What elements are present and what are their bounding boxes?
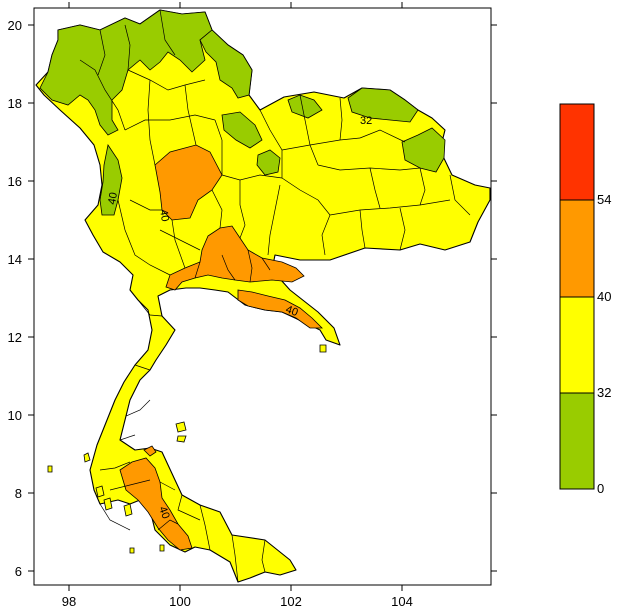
legend-label-40: 40 [597,289,611,304]
region-north-west-below-32 [39,9,213,136]
region-nong-khai-below-32 [347,87,419,123]
legend-label-0: 0 [597,481,604,496]
contour-label-4: 32 [360,115,372,127]
region-south-peninsula-40-54 [119,457,193,551]
region-loei-below-32 [256,149,281,176]
y-tick-label: 18 [8,96,22,111]
x-tick-label: 104 [391,594,413,609]
region-central-plain-40-54 [165,225,305,291]
y-axis [28,24,497,572]
y-tick-label: 16 [8,174,22,189]
y-tick-label: 6 [15,564,22,579]
contour-label-5: 40 [156,505,171,521]
legend-bin-0-32 [559,392,595,490]
legend-bin-32-40 [559,296,595,394]
legend-label-32: 32 [597,385,611,400]
region-east-coast-40-54 [237,289,323,329]
region-chumphon-40-54 [143,445,157,457]
province-boundaries [79,9,471,583]
legend-bin-40-54 [559,199,595,298]
y-tick-label: 10 [8,408,22,423]
region-nakhon-phanom-below-32 [401,127,446,173]
contour-label-1: 40 [157,208,171,222]
y-tick-label: 12 [8,330,22,345]
region-north-ridge-below-32 [199,29,253,99]
contour-label-2: 40 [106,191,120,205]
x-tick-label: 98 [62,594,76,609]
region-central-north-40-54 [154,144,223,221]
y-tick-label: 14 [8,252,22,267]
y-tick-label: 20 [8,18,22,33]
contour-label-3: 40 [284,304,300,319]
legend-bin-54-plus [559,103,595,201]
x-tick-label: 100 [169,594,191,609]
color-legend [559,103,595,490]
region-west-strip-below-32 [99,143,123,216]
y-tick-label: 8 [15,486,22,501]
x-tick-label: 102 [280,594,302,609]
region-northeast-hill-below-32 [221,111,263,149]
coastal-islands [47,344,327,554]
x-axis [68,2,403,591]
legend-label-54: 54 [597,192,611,207]
map-frame [33,7,492,586]
